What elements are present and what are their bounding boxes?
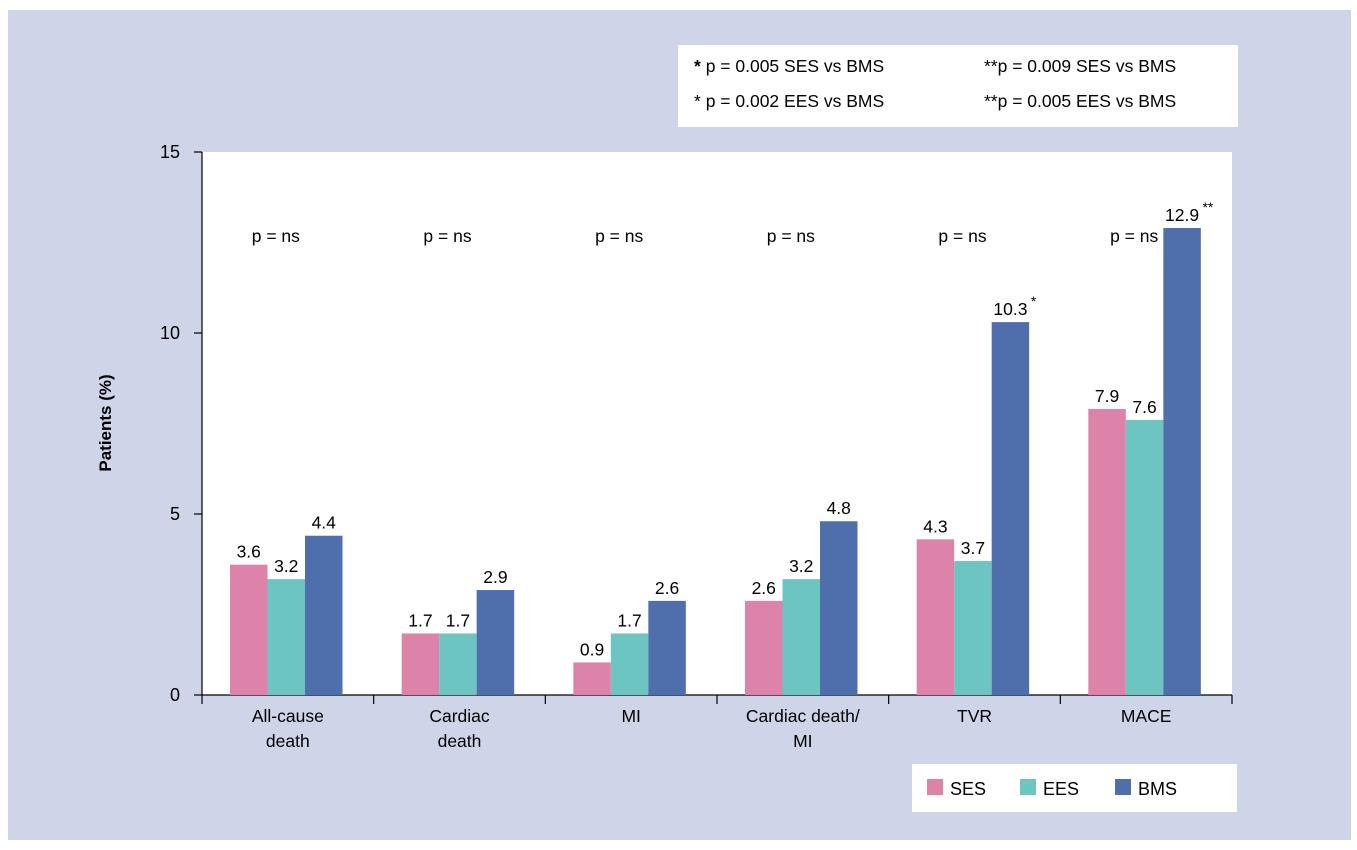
legend-swatch-bms — [1115, 779, 1131, 795]
value-label: 3.2 — [789, 556, 813, 576]
significance-mark: ** — [1202, 199, 1213, 215]
bar-ses — [230, 564, 268, 695]
value-label: 3.6 — [237, 542, 261, 562]
bar-bms — [1163, 228, 1201, 695]
p-value-label: p = ns — [767, 226, 815, 246]
bar-ses — [1088, 409, 1126, 695]
value-label: 3.2 — [274, 556, 298, 576]
bar-ees — [267, 579, 305, 695]
value-label: 1.7 — [617, 610, 641, 630]
bar-bms — [991, 322, 1030, 695]
value-label: 3.7 — [961, 538, 985, 558]
note-text: p = 0.005 SES vs BMS — [705, 56, 885, 76]
note-ses-mace: **p = 0.009 SES vs BMS — [984, 56, 1176, 77]
bar-ees — [610, 633, 649, 695]
value-label: 4.3 — [923, 516, 947, 536]
note-ees-tvr: * p = 0.002 EES vs BMS — [694, 91, 884, 112]
bar-ses — [745, 600, 783, 695]
significance-notes: * p = 0.005 SES vs BMS **p = 0.009 SES v… — [678, 45, 1238, 127]
significance-mark: * — [1031, 293, 1037, 309]
p-value-label: p = ns — [938, 226, 986, 246]
x-tick-label: MACE — [1121, 706, 1172, 726]
x-tick-label: Cardiac — [429, 706, 490, 726]
value-label: 2.6 — [655, 578, 679, 598]
value-label: 7.9 — [1095, 386, 1119, 406]
x-tick-label: MI — [621, 706, 640, 726]
value-label: 7.6 — [1132, 397, 1156, 417]
legend-swatch-ees — [1020, 779, 1036, 795]
legend-label-ees: EES — [1043, 779, 1079, 799]
plot-area — [202, 152, 1232, 695]
note-text: p = 0.005 EES vs BMS — [997, 91, 1177, 111]
bar-ees — [1125, 419, 1164, 695]
p-value-label: p = ns — [252, 226, 300, 246]
value-label: 0.9 — [580, 639, 604, 659]
value-label: 2.6 — [752, 578, 776, 598]
note-ees-mace: **p = 0.005 EES vs BMS — [984, 91, 1176, 112]
value-label: 1.7 — [446, 610, 470, 630]
bar-bms — [476, 590, 515, 695]
x-tick-label: TVR — [957, 706, 992, 726]
p-value-label: p = ns — [1110, 226, 1158, 246]
bar-ses — [573, 662, 611, 695]
value-label: 1.7 — [408, 610, 432, 630]
p-value-label: p = ns — [595, 226, 643, 246]
note-ses-tvr: * p = 0.005 SES vs BMS — [694, 56, 884, 77]
x-tick-label: death — [266, 731, 310, 751]
bar-ses — [916, 539, 955, 695]
bar-ees — [782, 579, 820, 695]
bar-bms — [820, 521, 858, 695]
legend-label-bms: BMS — [1138, 779, 1177, 799]
bar-bms — [305, 535, 343, 695]
value-label: 10.3 — [993, 299, 1027, 319]
bar-ees — [954, 561, 992, 695]
note-text: p = 0.009 SES vs BMS — [997, 56, 1177, 76]
x-tick-label: All-cause — [252, 706, 324, 726]
legend — [912, 764, 1237, 812]
value-label: 4.8 — [827, 498, 851, 518]
y-tick-label: 15 — [160, 142, 180, 162]
note-mark: * — [694, 91, 701, 111]
value-label: 12.9 — [1165, 205, 1199, 225]
note-mark: * — [694, 56, 701, 76]
y-tick-label: 5 — [170, 504, 180, 524]
y-tick-label: 0 — [170, 685, 180, 705]
y-tick-label: 10 — [160, 323, 180, 343]
note-mark: ** — [984, 56, 998, 76]
y-axis-title: Patients (%) — [96, 374, 115, 471]
bar-bms — [648, 600, 686, 695]
bar-ses — [401, 633, 440, 695]
legend-swatch-ses — [927, 779, 943, 795]
legend-label-ses: SES — [950, 779, 986, 799]
value-label: 4.4 — [312, 513, 337, 533]
value-label: 2.9 — [483, 567, 507, 587]
bar-ees — [439, 633, 477, 695]
note-text: p = 0.002 EES vs BMS — [705, 91, 885, 111]
p-value-label: p = ns — [423, 226, 471, 246]
x-tick-label: MI — [793, 731, 812, 751]
x-tick-label: death — [438, 731, 482, 751]
note-mark: ** — [984, 91, 998, 111]
x-tick-label: Cardiac death/ — [746, 706, 860, 726]
